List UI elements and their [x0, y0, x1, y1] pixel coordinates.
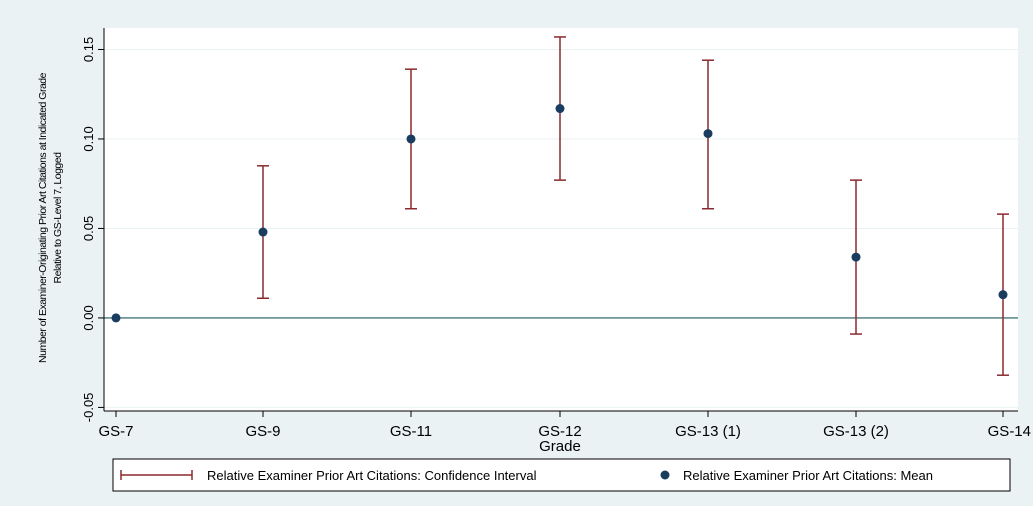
plot-background — [104, 28, 1018, 411]
y-tick-label: 0.00 — [81, 305, 96, 330]
mean-point — [555, 104, 565, 114]
mean-point — [406, 134, 416, 144]
mean-point — [998, 290, 1008, 300]
x-ticks-layer: GS-7 GS-9 GS-11 GS-12 GS-13 (1) GS-13 (2) GS-1… — [98, 411, 1031, 440]
mean-point — [111, 313, 121, 323]
x-tick-label: GS-13 (2) — [823, 423, 889, 440]
mean-point — [851, 252, 861, 262]
legend: Relative Examiner Prior Art Citations: C… — [112, 458, 1011, 492]
x-tick-label: GS-11 — [390, 423, 432, 440]
mean-point — [703, 129, 713, 139]
y-axis-label-line2: Relative to GS-Level 7, Logged — [52, 152, 64, 284]
x-axis-label: Grade — [539, 438, 581, 455]
y-tick-label: 0.05 — [81, 216, 96, 241]
legend-box — [112, 458, 1011, 492]
legend-ci-marker — [120, 470, 193, 480]
mean-point-layer — [111, 104, 1008, 323]
mean-point — [258, 227, 268, 237]
x-tick-label: GS-12 — [538, 423, 581, 440]
x-tick-label: GS-13 (1) — [675, 423, 741, 440]
legend-mean-label: Relative Examiner Prior Art Citations: M… — [683, 468, 933, 483]
y-ticks-layer: -0.05 0.00 0.05 0.10 0.15 — [81, 37, 104, 422]
y-tick-label: 0.15 — [81, 37, 96, 62]
legend-mean-marker — [660, 470, 670, 480]
x-tick-label: GS-9 — [245, 423, 280, 440]
x-tick-label: GS-7 — [98, 423, 133, 440]
y-tick-label: 0.10 — [81, 126, 96, 151]
x-tick-label: GS-14 — [988, 423, 1031, 440]
y-tick-label: -0.05 — [81, 393, 96, 423]
legend-ci-label: Relative Examiner Prior Art Citations: C… — [207, 468, 537, 483]
y-axis-label: Number of Examiner-Originating Prior Art… — [37, 72, 49, 363]
